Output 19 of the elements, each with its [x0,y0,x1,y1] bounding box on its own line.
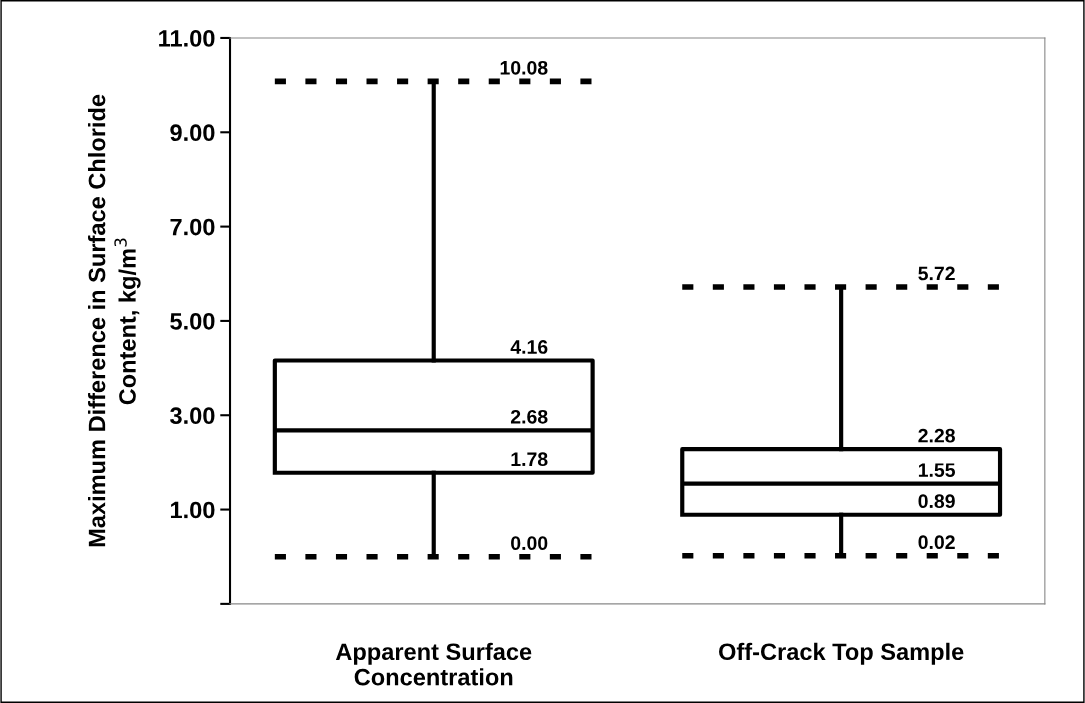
y-tick-label: 9.00 [170,124,215,142]
text: 2.68 [510,409,548,424]
y-tick-label: 5.00 [170,312,215,330]
y-axis-title: Maximum Difference in Surface Chloride Content, kg/m$^{3}$ [88,94,141,547]
x-tick-label: Apparent Surface Concentration [335,642,532,686]
text: 0.02 [918,535,955,550]
text: 2.28 [918,428,955,443]
text: 4.16 [510,340,548,354]
text: 0.89 [918,494,955,509]
text: 1.55 [918,463,956,477]
text: 1.78 [511,452,548,467]
y-tick-label: 7.00 [170,218,215,236]
x-tick-label: Off-Crack Top Sample [719,642,964,665]
y-tick-label: 1.00 [170,501,215,519]
y-tick-label: 3.00 [170,407,215,425]
text: 10.08 [500,60,548,75]
y-tick-label: 11.00 [159,30,215,47]
text: 5.72 [918,266,955,281]
text: 0.00 [511,536,548,551]
